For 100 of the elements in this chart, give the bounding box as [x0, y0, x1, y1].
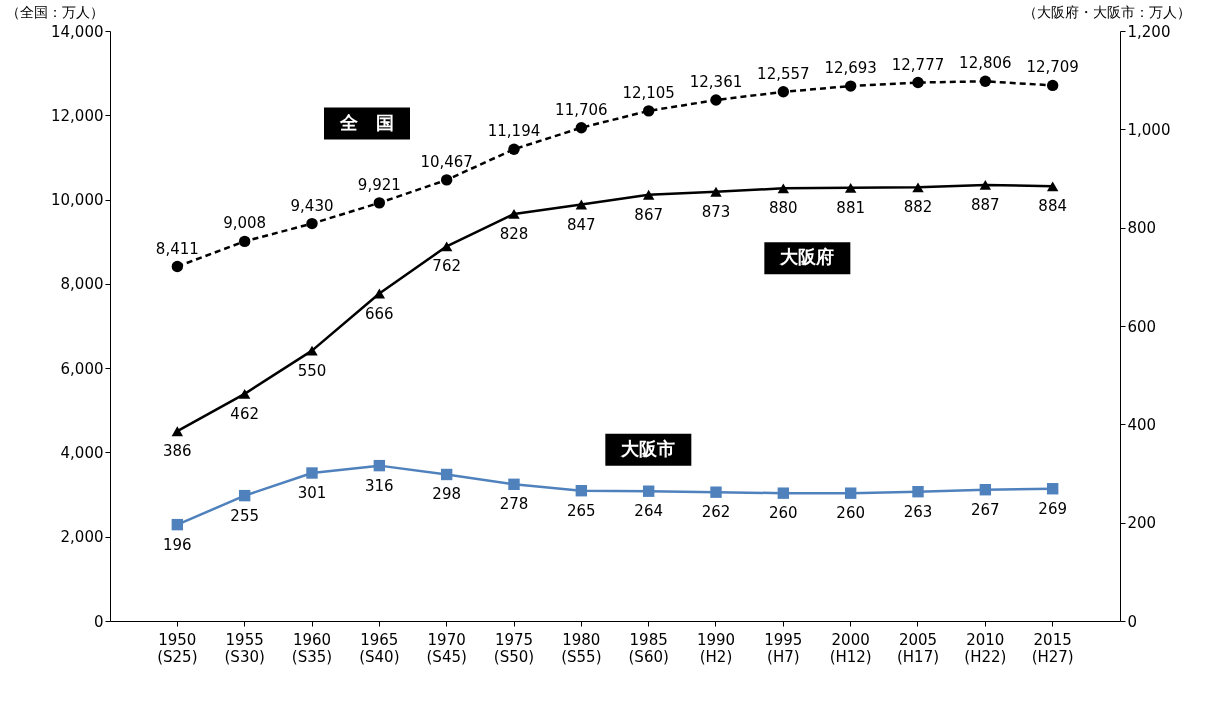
data-label: 265 — [567, 501, 596, 520]
point — [710, 486, 722, 498]
y-tick-label: 6,000 — [60, 359, 104, 378]
y-tick-label: 12,000 — [51, 106, 104, 125]
data-label: 12,693 — [824, 59, 877, 78]
point — [844, 487, 857, 499]
data-label: 828 — [499, 224, 529, 243]
data-label: 882 — [903, 198, 933, 217]
x-tick-label: 1950 (S25) — [157, 630, 198, 666]
point — [306, 217, 318, 230]
data-label: 386 — [163, 442, 192, 461]
point — [1046, 79, 1059, 92]
data-label: 11,706 — [555, 100, 608, 119]
y2-tick-label: 400 — [1127, 415, 1157, 434]
data-label: 9,008 — [223, 214, 267, 233]
point — [440, 241, 453, 252]
y2-tick-label: 1,000 — [1127, 120, 1171, 139]
data-label: 8,411 — [155, 239, 199, 258]
point — [575, 121, 588, 134]
y-tick-label: 8,000 — [60, 275, 104, 294]
data-label: 12,557 — [757, 64, 810, 83]
point — [844, 182, 857, 193]
data-label: 260 — [769, 504, 798, 523]
data-label: 255 — [230, 506, 259, 525]
data-label: 260 — [836, 504, 865, 523]
point — [912, 485, 924, 498]
text: 全 国 — [339, 111, 394, 133]
data-label: 12,105 — [622, 83, 675, 102]
y2-tick-label: 600 — [1127, 317, 1157, 336]
data-label: 12,806 — [959, 54, 1012, 73]
point — [575, 485, 588, 497]
point — [171, 260, 184, 273]
data-label: 762 — [432, 257, 461, 276]
y-tick-label: 2,000 — [60, 528, 104, 547]
x-tick-label: 1995 (H7) — [764, 630, 803, 666]
x-tick-label: 1960 (S35) — [291, 630, 333, 666]
point — [642, 105, 655, 117]
x-tick-label: 2015 (H27) — [1031, 630, 1074, 666]
x-tick-label: 1985 (S60) — [628, 630, 669, 666]
x-tick-label: 1975 (S50) — [493, 630, 535, 666]
x-tick-label: 2005 (H17) — [896, 630, 940, 666]
data-label: 881 — [836, 198, 865, 217]
y2-tick-label: 0 — [1127, 612, 1138, 631]
point — [238, 388, 251, 399]
x-tick-label: 1990 (H2) — [696, 630, 736, 666]
point — [508, 143, 520, 155]
point — [777, 487, 790, 499]
x-tick-label: 1970 (S45) — [426, 630, 467, 666]
data-label: 263 — [903, 502, 933, 521]
point — [238, 489, 251, 502]
data-label: 262 — [701, 503, 731, 522]
data-label: 884 — [1038, 197, 1067, 216]
point — [777, 183, 790, 194]
point — [777, 86, 790, 98]
point — [979, 484, 992, 496]
point — [306, 467, 318, 479]
data-label: 269 — [1038, 499, 1067, 518]
y-tick-label: 14,000 — [51, 22, 104, 41]
y-tick-label: 10,000 — [51, 191, 104, 210]
data-label: 12,709 — [1026, 58, 1079, 77]
data-label: 316 — [365, 476, 394, 495]
point — [642, 485, 655, 497]
x-tick-label: 1955 (S30) — [224, 630, 265, 666]
point — [440, 174, 453, 186]
data-label: 873 — [701, 202, 731, 221]
point — [440, 468, 453, 481]
data-label: 264 — [634, 502, 663, 521]
x-tick-label: 1965 (S40) — [359, 630, 400, 666]
point — [642, 189, 655, 200]
y2-tick-label: 1,200 — [1127, 22, 1171, 41]
data-label: 887 — [971, 195, 1000, 214]
point — [238, 235, 251, 248]
point — [1046, 483, 1059, 495]
text: 大阪府 — [779, 246, 835, 268]
point — [171, 518, 184, 531]
data-label: 847 — [567, 215, 596, 234]
point — [710, 186, 722, 197]
data-label: 267 — [971, 500, 1000, 519]
x-tick-label: 2000 (H12) — [829, 630, 872, 666]
x-tick-label: 2010 (H22) — [964, 630, 1007, 666]
point — [508, 208, 520, 219]
data-label: 9,921 — [357, 175, 401, 194]
y-tick-label: 0 — [93, 612, 104, 631]
data-label: 10,467 — [420, 152, 473, 171]
y2-tick-label: 200 — [1127, 514, 1157, 533]
y-tick-label: 4,000 — [60, 443, 104, 462]
point — [373, 459, 386, 472]
data-label: 462 — [230, 404, 259, 423]
y-axis-title: （全国：万人） — [5, 3, 104, 20]
data-label: 298 — [432, 485, 461, 504]
data-label: 12,777 — [891, 55, 945, 74]
point — [1046, 181, 1059, 192]
data-label: 196 — [163, 535, 192, 554]
point — [710, 94, 722, 106]
point — [844, 80, 857, 92]
series-label: 大阪市 — [620, 437, 676, 459]
data-label: 880 — [769, 199, 798, 218]
data-label: 867 — [634, 205, 663, 224]
point — [979, 75, 992, 88]
data-label: 9,430 — [290, 196, 334, 215]
